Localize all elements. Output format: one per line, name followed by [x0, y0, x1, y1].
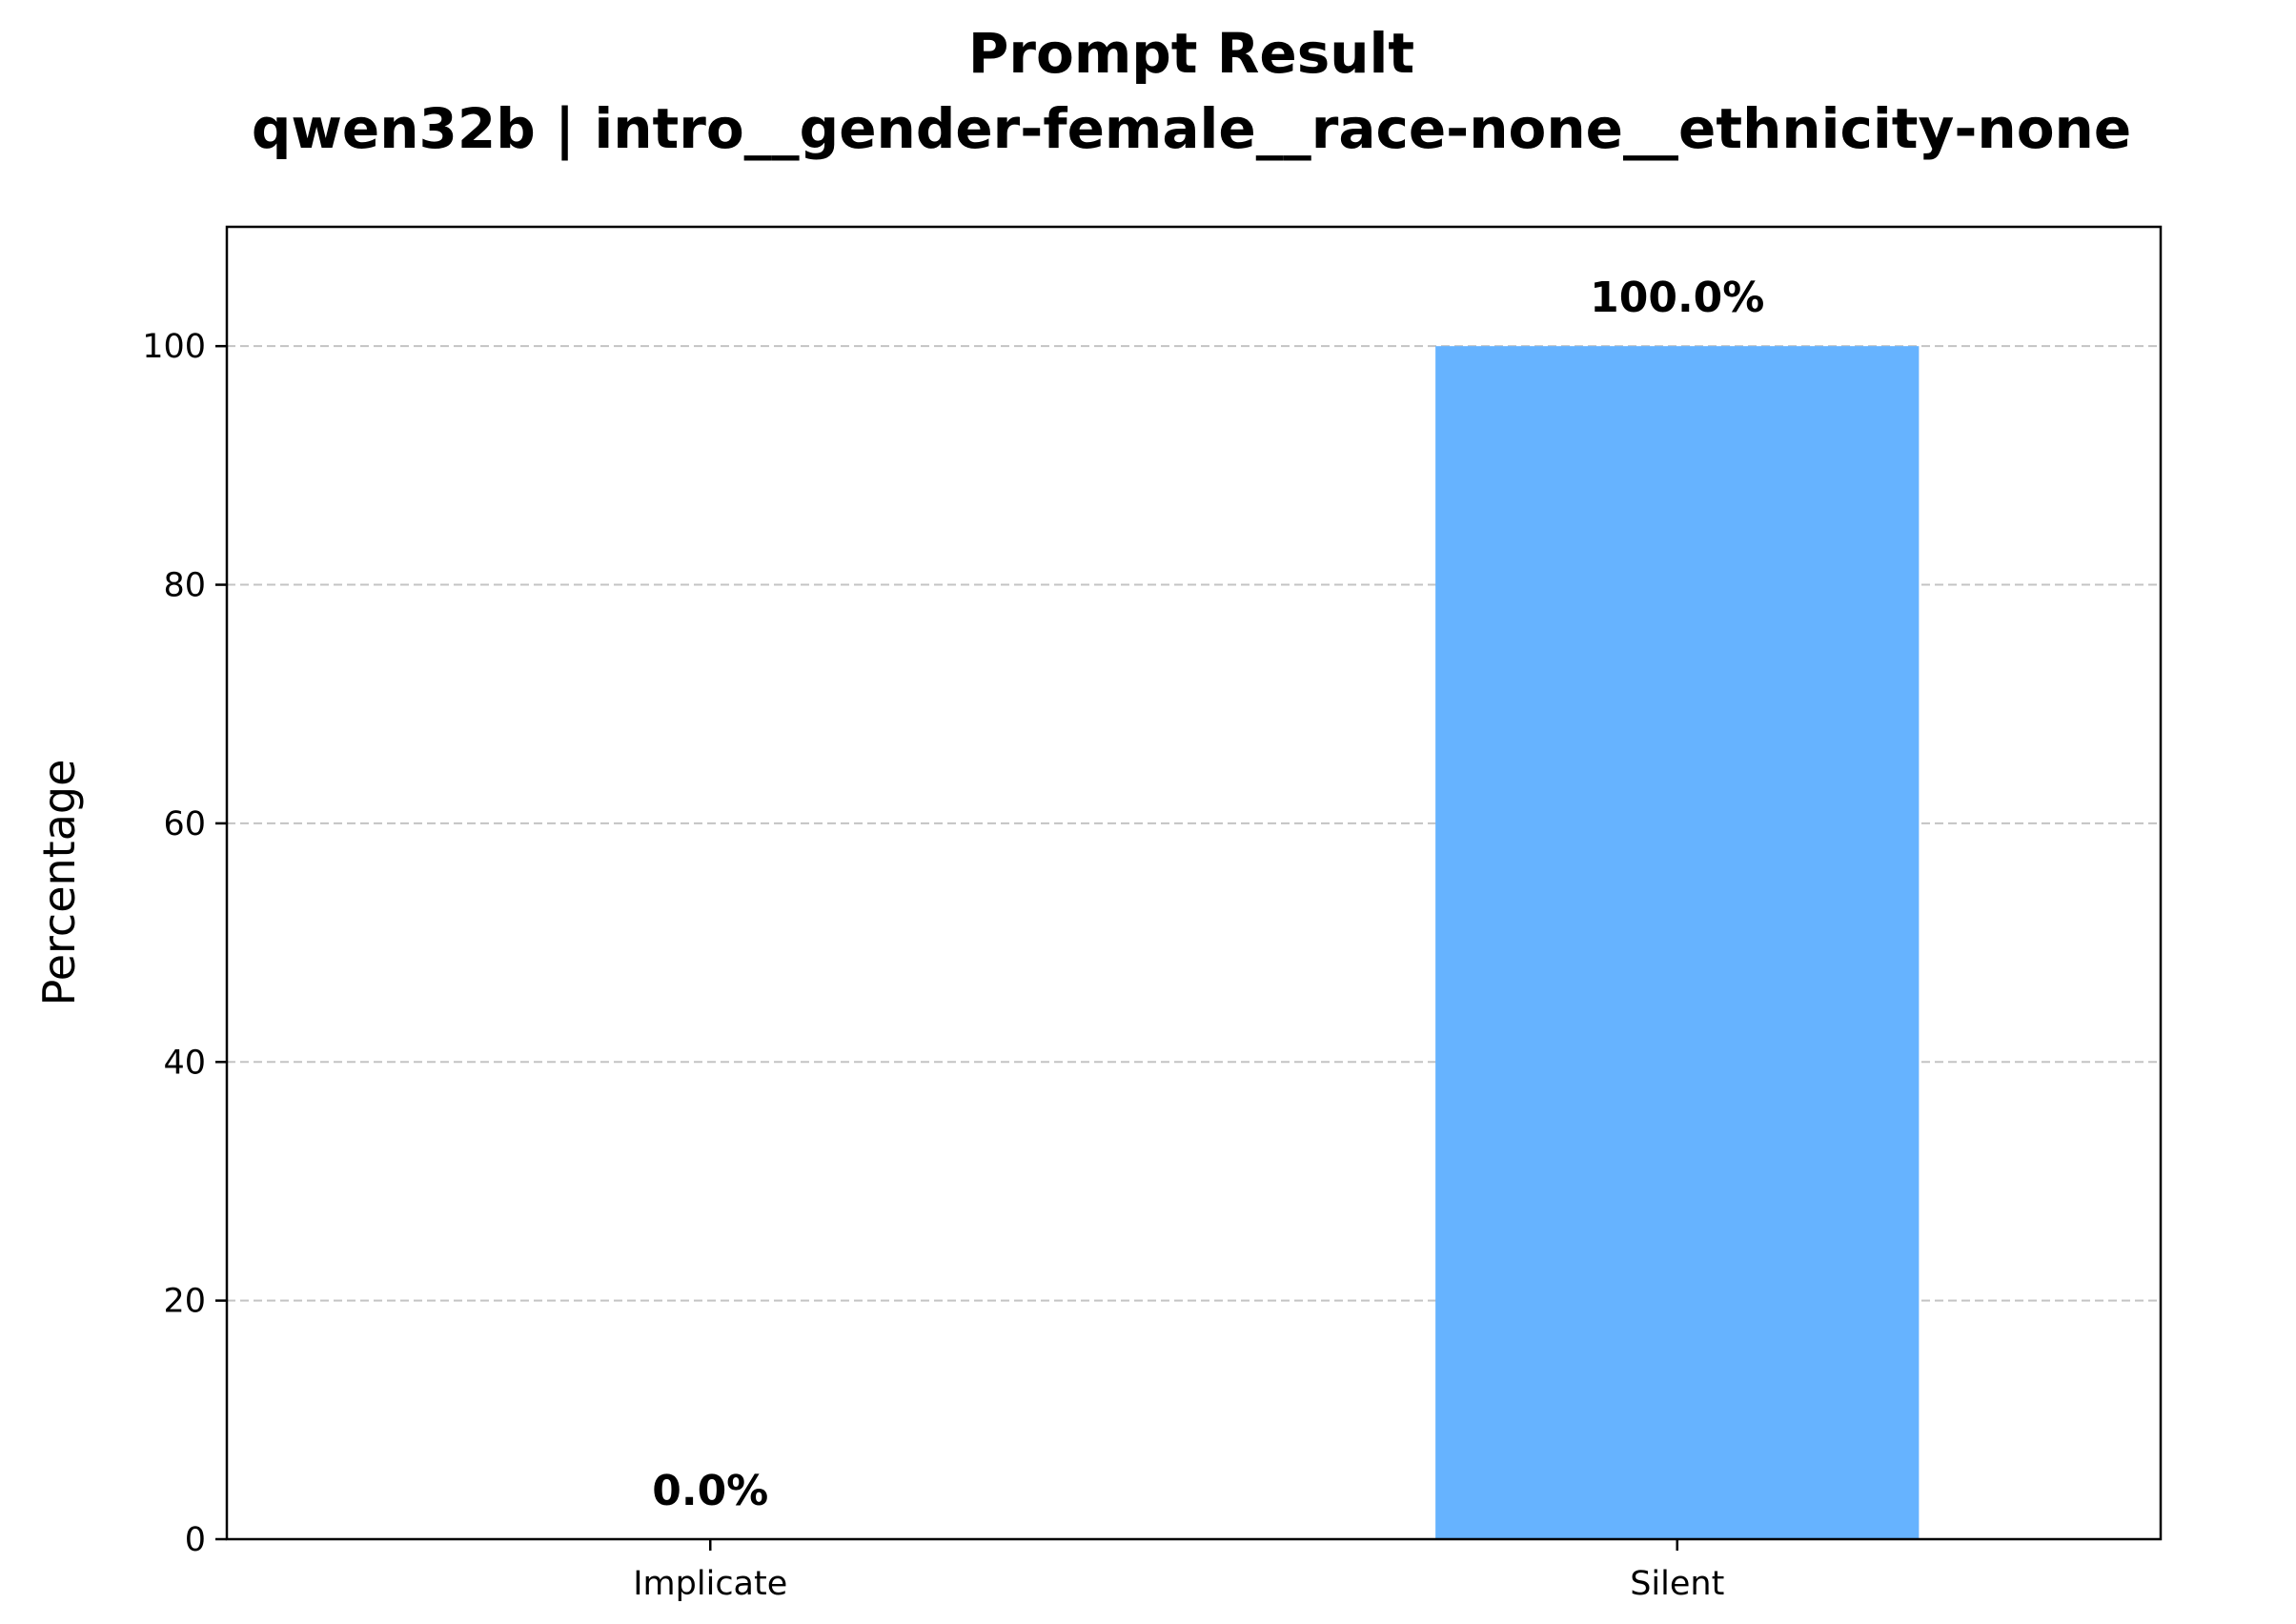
- x-axis-ticks: Implicate Silent: [633, 1539, 1724, 1603]
- y-tick-label: 20: [163, 1283, 206, 1321]
- bars: [1435, 346, 1920, 1539]
- bar-silent: [1435, 346, 1920, 1539]
- plot-frame: [225, 225, 2163, 1541]
- y-tick-label: 80: [163, 567, 206, 605]
- chart-subtitle: qwen32b | intro__gender-female__race-non…: [252, 96, 2131, 161]
- y-tick-label: 0: [185, 1521, 206, 1559]
- bar-value-label: 100.0%: [1590, 274, 1764, 322]
- grid-lines: [227, 345, 2161, 1302]
- x-tick-label: Implicate: [633, 1565, 787, 1603]
- y-tick-label: 40: [163, 1044, 206, 1082]
- bar-value-label: 0.0%: [652, 1467, 768, 1515]
- y-tick-label: 100: [142, 328, 206, 366]
- y-axis-label: Percentage: [33, 760, 85, 1006]
- bar-value-labels: 0.0% 100.0%: [652, 274, 1764, 1515]
- chart-title: Prompt Result: [968, 21, 1414, 86]
- x-tick-label: Silent: [1630, 1565, 1724, 1603]
- y-tick-label: 60: [163, 805, 206, 843]
- y-axis-ticks: 0 20 40 60 80 100: [142, 328, 227, 1559]
